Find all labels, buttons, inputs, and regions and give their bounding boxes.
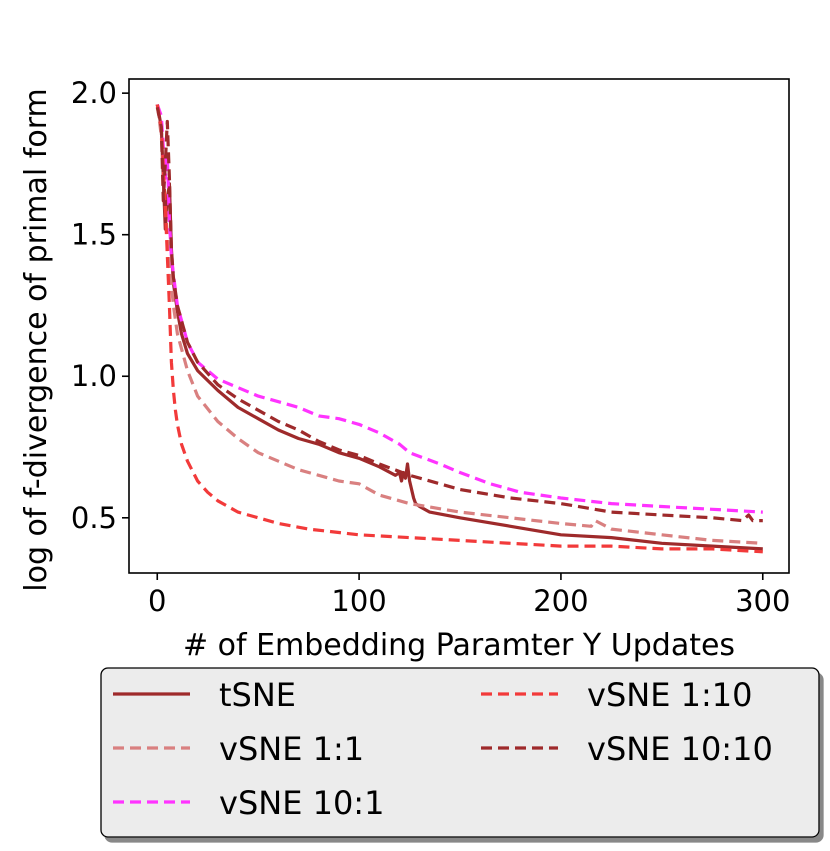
y-tick-label: 2.0: [71, 76, 117, 110]
series-line-1: [155, 104, 763, 545]
legend-label: vSNE 10:1: [219, 784, 384, 822]
legend-label: vSNE 10:10: [587, 730, 773, 768]
y-axis: 0.5 1.0 1.5 2.0: [71, 76, 129, 535]
series-layer: [155, 103, 763, 554]
series-line-0: [155, 104, 763, 551]
series-line-2: [155, 103, 763, 514]
plot-frame: [128, 78, 790, 574]
x-tick-label: 100: [331, 584, 386, 618]
series-line-4: [155, 106, 763, 523]
x-axis-title: # of Embedding Paramter Y Updates: [183, 628, 735, 663]
y-tick-label: 1.5: [71, 218, 117, 252]
legend-items: tSNE vSNE 1:1 vSNE 10:1 vSNE 1:10 vSNE 10:10: [113, 676, 773, 822]
y-axis-title: log of f-divergence of primal form: [19, 88, 54, 591]
x-tick-label: 300: [735, 584, 790, 618]
legend-box: [100, 667, 820, 838]
series-line-3: [155, 104, 763, 554]
x-tick-label: 0: [148, 584, 166, 618]
y-tick-label: 0.5: [71, 501, 117, 535]
x-tick-label: 200: [533, 584, 588, 618]
legend-label: tSNE: [219, 676, 296, 714]
legend: tSNE vSNE 1:1 vSNE 10:1 vSNE 1:10 vSNE 10:10: [100, 667, 820, 838]
x-axis: 0 100 200 300: [148, 573, 790, 618]
y-tick-label: 1.0: [71, 359, 117, 393]
legend-label: vSNE 1:10: [587, 676, 752, 714]
legend-label: vSNE 1:1: [219, 730, 364, 768]
